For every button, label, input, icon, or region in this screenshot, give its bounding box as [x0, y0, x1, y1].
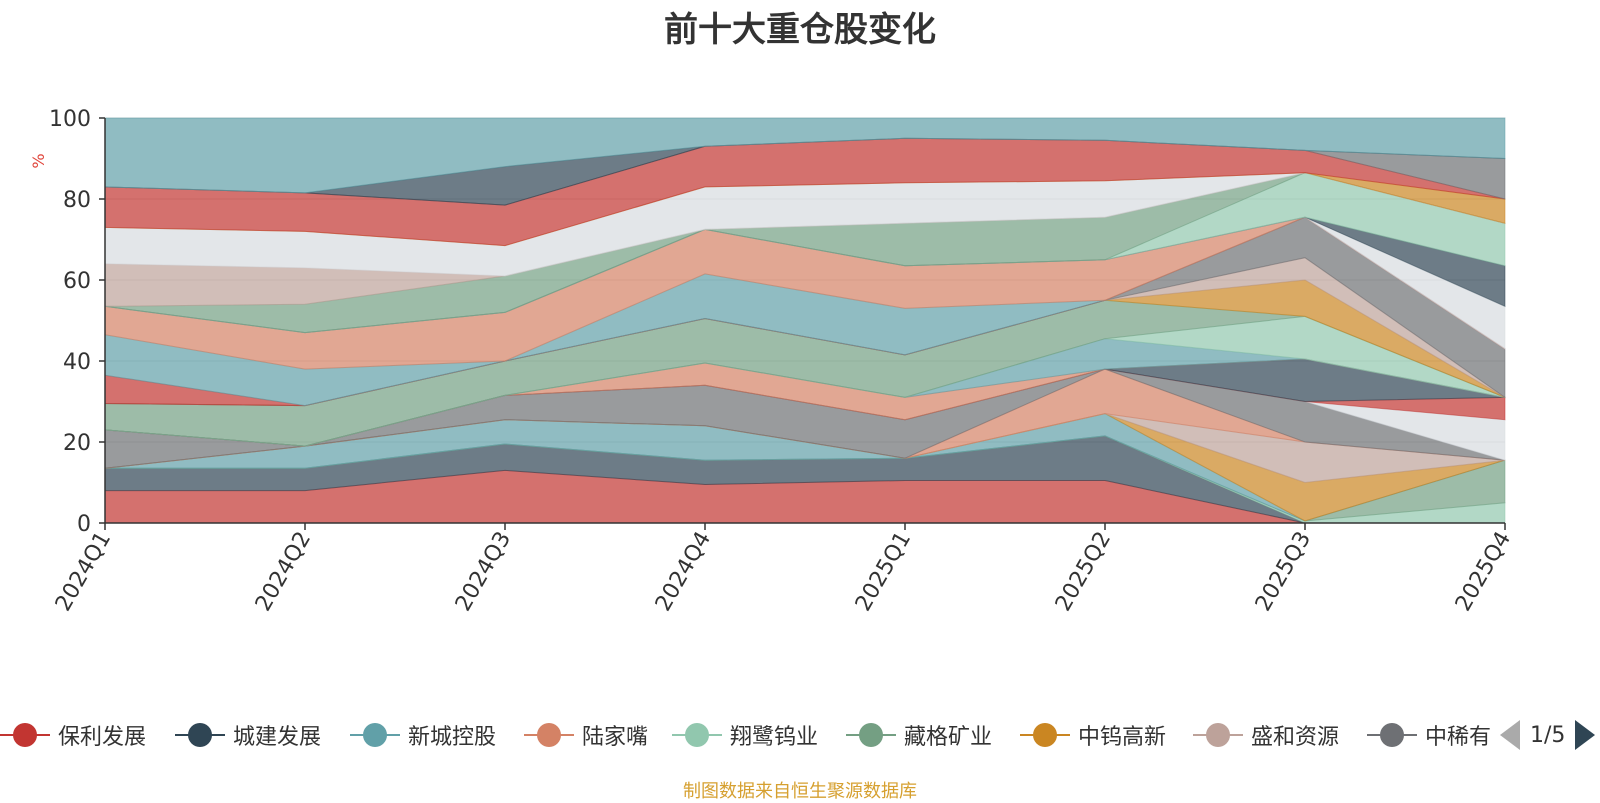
legend-marker-icon	[1367, 722, 1417, 748]
page-indicator: 1/5	[1530, 722, 1566, 748]
legend-item[interactable]: 翔鹭钨业	[672, 715, 818, 755]
x-tick-label: 2024Q1	[51, 528, 116, 616]
y-tick-label: 20	[63, 431, 91, 456]
y-tick-label: 40	[63, 350, 91, 375]
legend-marker-icon	[0, 722, 50, 748]
legend-marker-icon	[175, 722, 225, 748]
legend-item[interactable]: 陆家嘴	[524, 715, 648, 755]
legend-item[interactable]: 中稀有色	[1367, 715, 1490, 755]
area-bands	[104, 117, 1506, 524]
y-unit-label: %	[29, 153, 48, 168]
legend-pager: 1/5	[1500, 718, 1596, 752]
legend-marker-icon	[1020, 722, 1070, 748]
x-tick-label: 2025Q1	[851, 528, 916, 616]
legend-label: 中钨高新	[1078, 725, 1167, 750]
legend-item[interactable]: 城建发展	[175, 715, 321, 755]
chart-title: 前十大重仓股变化	[664, 10, 936, 50]
x-tick-label: 2025Q4	[1451, 528, 1516, 616]
legend-marker-icon	[672, 722, 722, 748]
y-tick-label: 0	[77, 512, 91, 537]
legend-label: 城建发展	[233, 725, 322, 750]
y-tick-label: 80	[63, 188, 91, 213]
next-page-icon[interactable]	[1575, 720, 1596, 750]
legend-label: 陆家嘴	[582, 725, 649, 750]
legend-label: 新城控股	[408, 725, 497, 750]
legend-item[interactable]: 盛和资源	[1193, 715, 1339, 755]
y-tick-label: 100	[49, 107, 91, 132]
legend-marker-icon	[524, 722, 574, 748]
legend: 保利发展 城建发展 新城控股 陆家嘴 翔鹭钨业 藏格矿业 中钨高新 盛和资源 中稀有色	[0, 715, 1490, 755]
legend-item[interactable]: 藏格矿业	[846, 715, 992, 755]
source-note: 制图数据来自恒生聚源数据库	[683, 781, 917, 802]
legend-item[interactable]: 中钨高新	[1020, 715, 1166, 755]
prev-page-icon[interactable]	[1500, 720, 1520, 750]
legend-label: 藏格矿业	[904, 725, 993, 750]
legend-label: 盛和资源	[1251, 725, 1340, 750]
legend-marker-icon	[1193, 722, 1243, 748]
legend-marker-icon	[846, 722, 896, 748]
legend-label: 翔鹭钨业	[730, 725, 819, 750]
area-band-32	[104, 117, 1506, 194]
x-tick-label: 2025Q2	[1051, 528, 1116, 616]
legend-label: 中稀有色	[1425, 725, 1490, 750]
legend-item[interactable]: 新城控股	[350, 715, 496, 755]
x-tick-label: 2025Q3	[1251, 528, 1316, 616]
legend-item[interactable]: 保利发展	[0, 715, 146, 755]
legend-marker-icon	[350, 722, 400, 748]
x-tick-label: 2024Q2	[251, 528, 316, 616]
x-tick-label: 2024Q3	[451, 528, 516, 616]
x-tick-label: 2024Q4	[651, 528, 716, 616]
y-tick-label: 60	[63, 269, 91, 294]
legend-label: 保利发展	[58, 725, 147, 750]
